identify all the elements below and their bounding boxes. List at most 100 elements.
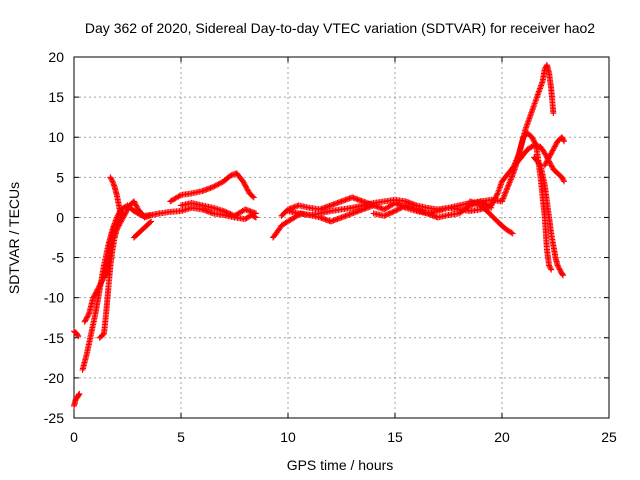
plot-frame <box>73 56 610 419</box>
data-point <box>92 290 99 297</box>
data-point <box>148 212 155 219</box>
data-point <box>554 262 561 269</box>
data-point <box>544 156 551 163</box>
data-point <box>393 200 400 207</box>
x-tick-label: 10 <box>280 429 296 445</box>
data-point <box>74 332 81 339</box>
data-point <box>118 214 125 221</box>
data-point <box>227 211 234 218</box>
data-point <box>529 135 536 142</box>
x-axis-label: GPS time / hours <box>287 457 394 473</box>
data-point <box>176 192 183 199</box>
data-point <box>556 265 563 272</box>
data-point <box>561 178 568 185</box>
y-tick-label: 10 <box>48 129 64 145</box>
data-point <box>249 193 256 200</box>
data-point <box>114 225 121 232</box>
y-tick-label: -25 <box>44 410 64 426</box>
x-tick-label: 0 <box>70 429 78 445</box>
data-point <box>115 222 122 229</box>
data-point <box>224 209 231 216</box>
data-point <box>250 194 257 201</box>
data-point <box>387 209 394 216</box>
data-point <box>123 209 130 216</box>
data-point <box>558 134 565 141</box>
data-point <box>132 201 139 208</box>
x-tick-label: 15 <box>387 429 403 445</box>
data-point <box>118 217 125 224</box>
data-point <box>85 312 92 319</box>
data-point <box>552 142 559 149</box>
data-point <box>90 294 97 301</box>
y-tick-label: 15 <box>48 89 64 105</box>
y-tick-label: -5 <box>52 250 65 266</box>
data-point <box>146 219 153 226</box>
data-point <box>491 195 498 202</box>
y-tick-label: -15 <box>44 330 64 346</box>
series-arc-15 <box>466 198 516 237</box>
data-point <box>252 210 259 217</box>
data-point <box>548 163 555 170</box>
data-point <box>541 162 548 169</box>
data-point <box>125 205 132 212</box>
data-point <box>91 291 98 298</box>
data-point <box>490 198 497 205</box>
series-arc-8 <box>167 170 257 205</box>
data-point <box>489 201 496 208</box>
data-point <box>398 204 405 211</box>
data-point <box>557 267 564 274</box>
data-point <box>392 200 398 207</box>
y-tick-label: 5 <box>56 169 64 185</box>
series-arc-9 <box>178 200 259 219</box>
data-point <box>116 221 123 228</box>
data-point <box>131 199 138 206</box>
data-point <box>245 187 252 194</box>
data-point <box>107 174 114 181</box>
data-point <box>244 186 251 193</box>
data-point <box>98 278 105 285</box>
series-arc-14 <box>370 198 495 221</box>
series-arc-17 <box>499 62 557 205</box>
data-point <box>489 199 496 206</box>
data-point <box>493 193 500 200</box>
data-point <box>130 198 137 205</box>
data-point <box>543 159 550 166</box>
data-point <box>542 160 549 167</box>
data-point <box>551 144 558 151</box>
data-point <box>93 289 100 296</box>
data-point <box>83 314 90 321</box>
data-point <box>393 207 400 214</box>
data-point <box>494 191 501 198</box>
grid-lines <box>74 57 609 418</box>
data-point <box>559 175 566 182</box>
data-point <box>223 209 230 216</box>
data-point <box>531 139 538 146</box>
data-point <box>553 140 560 147</box>
data-point <box>551 143 558 150</box>
data-point <box>547 151 554 158</box>
data-point <box>390 208 397 215</box>
series-arc-7 <box>130 218 155 241</box>
data-point <box>215 181 222 188</box>
data-point <box>546 263 553 270</box>
data-point <box>93 287 100 294</box>
data-point <box>508 229 515 236</box>
data-point <box>556 266 563 273</box>
series-arc-6 <box>107 174 125 221</box>
data-point <box>509 230 516 237</box>
axis-ticks: 0 5 10 15 20 25 -25 -20 -15 -10 -5 0 5 10 15 20 <box>44 49 617 445</box>
series-arc-20 <box>541 134 568 169</box>
data-point <box>550 146 557 153</box>
data-point <box>83 316 90 323</box>
y-tick-label: -20 <box>44 370 64 386</box>
data-point <box>242 182 249 189</box>
data-points <box>71 62 568 409</box>
data-point <box>242 183 249 190</box>
y-tick-label: -10 <box>44 290 64 306</box>
y-axis-label: SDTVAR / TECUs <box>6 182 22 294</box>
data-point <box>108 177 115 184</box>
data-point <box>84 313 91 320</box>
data-point <box>546 152 553 159</box>
data-point <box>547 265 554 272</box>
